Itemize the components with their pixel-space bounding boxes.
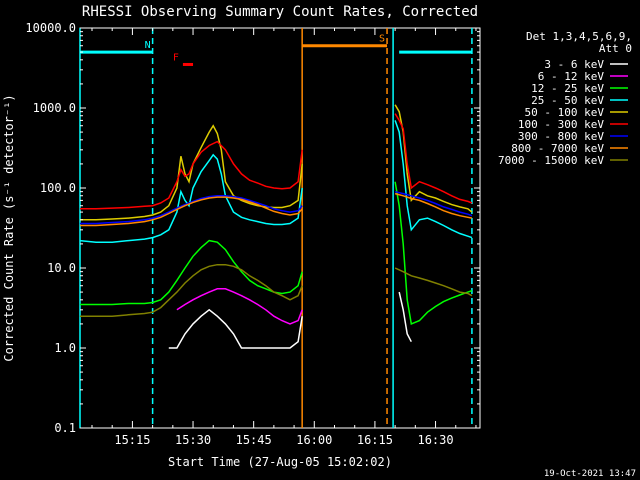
y-tick-label: 1000.0 xyxy=(33,101,76,115)
y-tick-label: 1.0 xyxy=(54,341,76,355)
y-tick-label: 10000.0 xyxy=(25,21,76,35)
series-line xyxy=(79,190,473,225)
series-line xyxy=(79,192,473,227)
legend-label: 100 - 300 keV xyxy=(518,118,604,131)
x-axis: 15:15 15:30 15:45 16:00 16:15 16:30 xyxy=(91,28,477,447)
footer-date: 19-Oct-2021 13:47 xyxy=(544,469,636,479)
plot-content: N F S xyxy=(79,28,473,428)
x-tick-label: 16:30 xyxy=(417,433,453,447)
legend-label: 25 - 50 keV xyxy=(531,94,604,107)
y-axis-label: Corrected Count Rate (s⁻¹ detector⁻¹) xyxy=(2,94,16,361)
x-tick-label: 15:30 xyxy=(175,433,211,447)
y-axis: 0.1 1.0 10.0 100.0 1000.0 10000.0 xyxy=(25,21,480,435)
series-line xyxy=(79,263,473,317)
series-line xyxy=(79,104,473,221)
series-line xyxy=(79,120,473,243)
series-line xyxy=(176,288,303,325)
legend-label: 12 - 25 keV xyxy=(531,82,604,95)
x-tick-label: 15:45 xyxy=(236,433,272,447)
y-tick-label: 10.0 xyxy=(47,261,76,275)
legend-label: 6 - 12 keV xyxy=(538,70,605,83)
legend-label: 50 - 100 keV xyxy=(525,106,605,119)
chart-title: RHESSI Observing Summary Count Rates, Co… xyxy=(82,4,478,20)
series-line xyxy=(168,291,412,349)
flag-label: F xyxy=(173,52,179,63)
legend-label: 300 - 800 keV xyxy=(518,130,604,143)
flag-label: S xyxy=(379,34,385,45)
legend-label: 3 - 6 keV xyxy=(544,58,604,71)
y-tick-label: 100.0 xyxy=(40,181,76,195)
legend-label: 800 - 7000 keV xyxy=(511,142,604,155)
legend-label: 7000 - 15000 keV xyxy=(498,154,604,167)
y-tick-label: 0.1 xyxy=(54,421,76,435)
legend-header: Att 0 xyxy=(599,42,632,55)
series-line xyxy=(79,113,473,210)
x-tick-label: 16:15 xyxy=(357,433,393,447)
x-tick-label: 15:15 xyxy=(114,433,150,447)
x-axis-label: Start Time (27-Aug-05 15:02:02) xyxy=(168,455,392,469)
x-tick-label: 16:00 xyxy=(296,433,332,447)
plot-frame xyxy=(79,27,481,429)
flag-label: N xyxy=(145,40,151,51)
series-line xyxy=(79,181,473,325)
legend-header: Det 1,3,4,5,6,9, xyxy=(526,30,632,43)
